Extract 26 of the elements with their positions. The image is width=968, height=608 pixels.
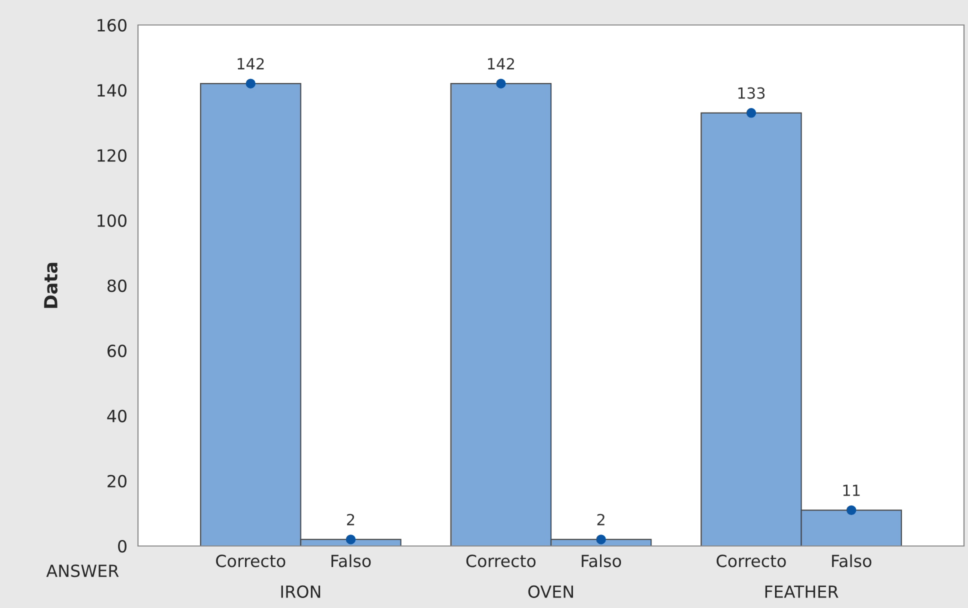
data-label: 142	[488, 58, 514, 70]
x-tick-label: Falso	[332, 554, 371, 568]
text: IRON	[281, 585, 320, 598]
x-tick-label: Falso	[832, 554, 872, 568]
data-label: 2	[347, 514, 354, 526]
y-tick-label: 0	[118, 540, 126, 553]
y-tick-label: 100	[98, 214, 126, 227]
x-tick-label: Correcto	[216, 554, 286, 568]
y-tick-label: 120	[98, 149, 126, 162]
x-tick-label: Falso	[582, 554, 622, 568]
y-tick-label: 60	[108, 344, 126, 358]
x-tick-label: Correcto	[466, 554, 536, 568]
y-tick-label: 20	[108, 474, 126, 488]
text: OVEN	[528, 585, 573, 598]
text: ANSWER	[46, 564, 119, 578]
y-tick-label: 40	[107, 410, 126, 422]
data-label: 11	[843, 484, 860, 496]
x-tick-label: Correcto	[716, 554, 786, 568]
y-tick-label: 80	[108, 279, 126, 292]
data-label: 133	[738, 87, 765, 99]
text: FEATHER	[765, 586, 838, 598]
y-axis-title: Data	[44, 262, 58, 308]
y-tick-label: 140	[98, 84, 126, 97]
y-tick-label: 160	[98, 18, 126, 32]
data-label: 2	[597, 514, 604, 526]
data-label: 142	[238, 58, 264, 70]
